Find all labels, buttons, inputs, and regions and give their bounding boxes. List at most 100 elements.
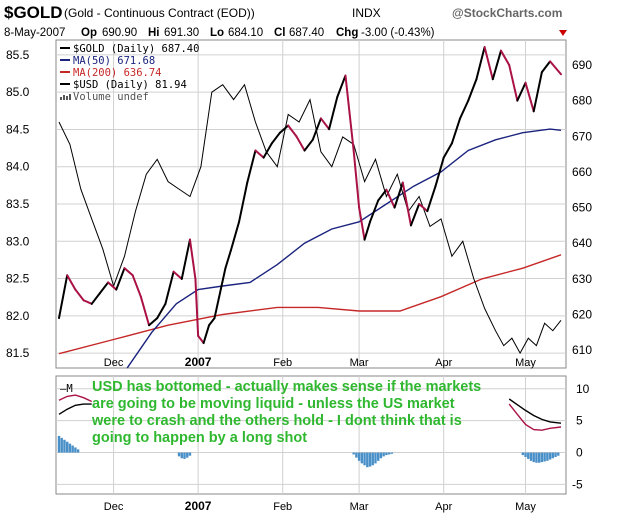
ma200-line (58, 254, 562, 355)
annotation-line: going to happen by a long shot (92, 430, 307, 446)
gold-segment (393, 181, 404, 209)
usd-tick-label: 83.0 (6, 234, 30, 248)
gold-segment (409, 203, 421, 227)
gold-segment (262, 142, 273, 159)
legend-entry: MA(200) 636.74 (73, 67, 162, 79)
histogram-bar (390, 452, 394, 454)
gold-segment (139, 295, 151, 327)
gold-segment (224, 249, 232, 270)
gold-segment (295, 135, 306, 152)
gold-segment (401, 181, 412, 227)
gold-segment (278, 124, 290, 134)
gold-segment (208, 317, 216, 327)
legend-entry: Volume undef (73, 91, 149, 103)
indicator-tick-label: -5 (572, 477, 583, 491)
histogram-bar (524, 452, 527, 458)
histogram-bar (382, 452, 385, 457)
high-label: Hi (148, 27, 160, 39)
gold-segment (213, 292, 221, 320)
gold-axis: 610 620 630 640 650 660 670 680 690 (572, 58, 592, 357)
x-tick-label: Mar (350, 501, 369, 513)
x-tick-label: 2007 (185, 499, 212, 513)
histogram-bar (366, 452, 369, 468)
quote-date: 8-May-2007 (4, 27, 65, 39)
high-value: 691.30 (164, 27, 199, 39)
gold-segment (188, 238, 197, 280)
gold-tick-label: 690 (572, 58, 592, 72)
gold-tick-label: 640 (572, 236, 592, 250)
gold-segment (418, 203, 429, 213)
indicator-grid (56, 376, 566, 494)
x-tick-label: May (515, 357, 536, 369)
annotation-text: USD has bottomed - actually makes sense … (91, 379, 481, 446)
annotation-line: are going to be moving liquid - unless t… (92, 396, 455, 412)
open-value: 690.90 (102, 27, 137, 39)
x-tick-label: Feb (273, 501, 292, 513)
gold-segment (115, 267, 126, 291)
gold-segment (123, 267, 134, 277)
usd-tick-label: 83.5 (6, 197, 30, 211)
gold-segment (74, 288, 85, 302)
gold-segment (82, 299, 93, 305)
usd-tick-label: 85.0 (6, 85, 30, 99)
gold-segment (98, 281, 110, 295)
gold-segment (483, 46, 494, 81)
gold-segment (352, 149, 361, 209)
histogram-bar (68, 443, 72, 453)
gold-segment (107, 281, 118, 291)
histogram-bar (374, 452, 377, 464)
symbol-description: (Gold - Continuous Contract (EOD)) (64, 6, 255, 20)
gold-tick-label: 610 (572, 343, 592, 357)
gold-segment (363, 220, 372, 241)
gold-segment (194, 277, 200, 337)
usd-tick-label: 84.5 (6, 122, 30, 136)
open-label: Op (81, 27, 97, 39)
gold-segment (450, 117, 462, 145)
gold-segment (369, 199, 380, 223)
gold-segment (148, 317, 159, 327)
gold-segment (229, 220, 241, 252)
histogram-bar (65, 441, 69, 453)
gold-segment (377, 188, 388, 202)
price-panel: 81.5 82.0 82.5 83.0 83.5 84.0 84.5 85.0 85.5 610… (6, 39, 592, 369)
x-tick-label: Dec (104, 501, 124, 513)
usd-tick-label: 82.5 (6, 272, 30, 286)
gold-tick-label: 670 (572, 129, 592, 143)
gold-tick-label: 630 (572, 272, 592, 286)
gold-segment (254, 149, 265, 159)
symbol: $GOLD (4, 3, 63, 22)
usd-axis: 81.5 82.0 82.5 83.0 83.5 84.0 84.5 85.0 85.5 (6, 48, 30, 360)
indicator-panel: -5 0 5 10 USD has bottomed - actually makes… (55, 375, 590, 495)
quote-line: 8-May-2007 Op 690.90 Hi 691.30 Lo 684.10… (4, 27, 567, 39)
close-value: 687.40 (289, 27, 324, 39)
gold-segment (90, 292, 101, 305)
close-label: Cl (274, 27, 286, 39)
gold-segment (311, 117, 322, 141)
histogram-bar (387, 452, 391, 455)
x-tick-label: May (515, 501, 536, 513)
histogram-bar (60, 437, 63, 453)
price-grid (56, 40, 566, 368)
gold-segment (58, 274, 69, 320)
gold-segment (218, 267, 227, 295)
bottom-x-axis: Dec 2007 Feb Mar Apr May (104, 499, 537, 513)
usd-tick-label: 81.5 (6, 346, 30, 360)
gold-segment (303, 138, 314, 152)
gold-segment (246, 149, 257, 184)
histogram-bar (527, 452, 530, 459)
gold-segment (131, 274, 142, 298)
exchange: INDX (352, 6, 381, 20)
indicator-tick-label: 0 (576, 446, 583, 460)
histogram-bar (371, 452, 374, 466)
histogram-bar (363, 452, 366, 466)
gold-segment (540, 60, 552, 74)
histogram-bar (360, 452, 364, 464)
ma50-line (126, 128, 562, 369)
histogram-bar (352, 452, 355, 455)
histogram-bar (76, 449, 80, 453)
x-tick-label: Mar (350, 357, 369, 369)
histogram-bar (385, 452, 388, 456)
low-value: 684.10 (228, 27, 263, 39)
x-tick-label: Apr (435, 357, 452, 369)
histogram-bar (186, 452, 189, 458)
